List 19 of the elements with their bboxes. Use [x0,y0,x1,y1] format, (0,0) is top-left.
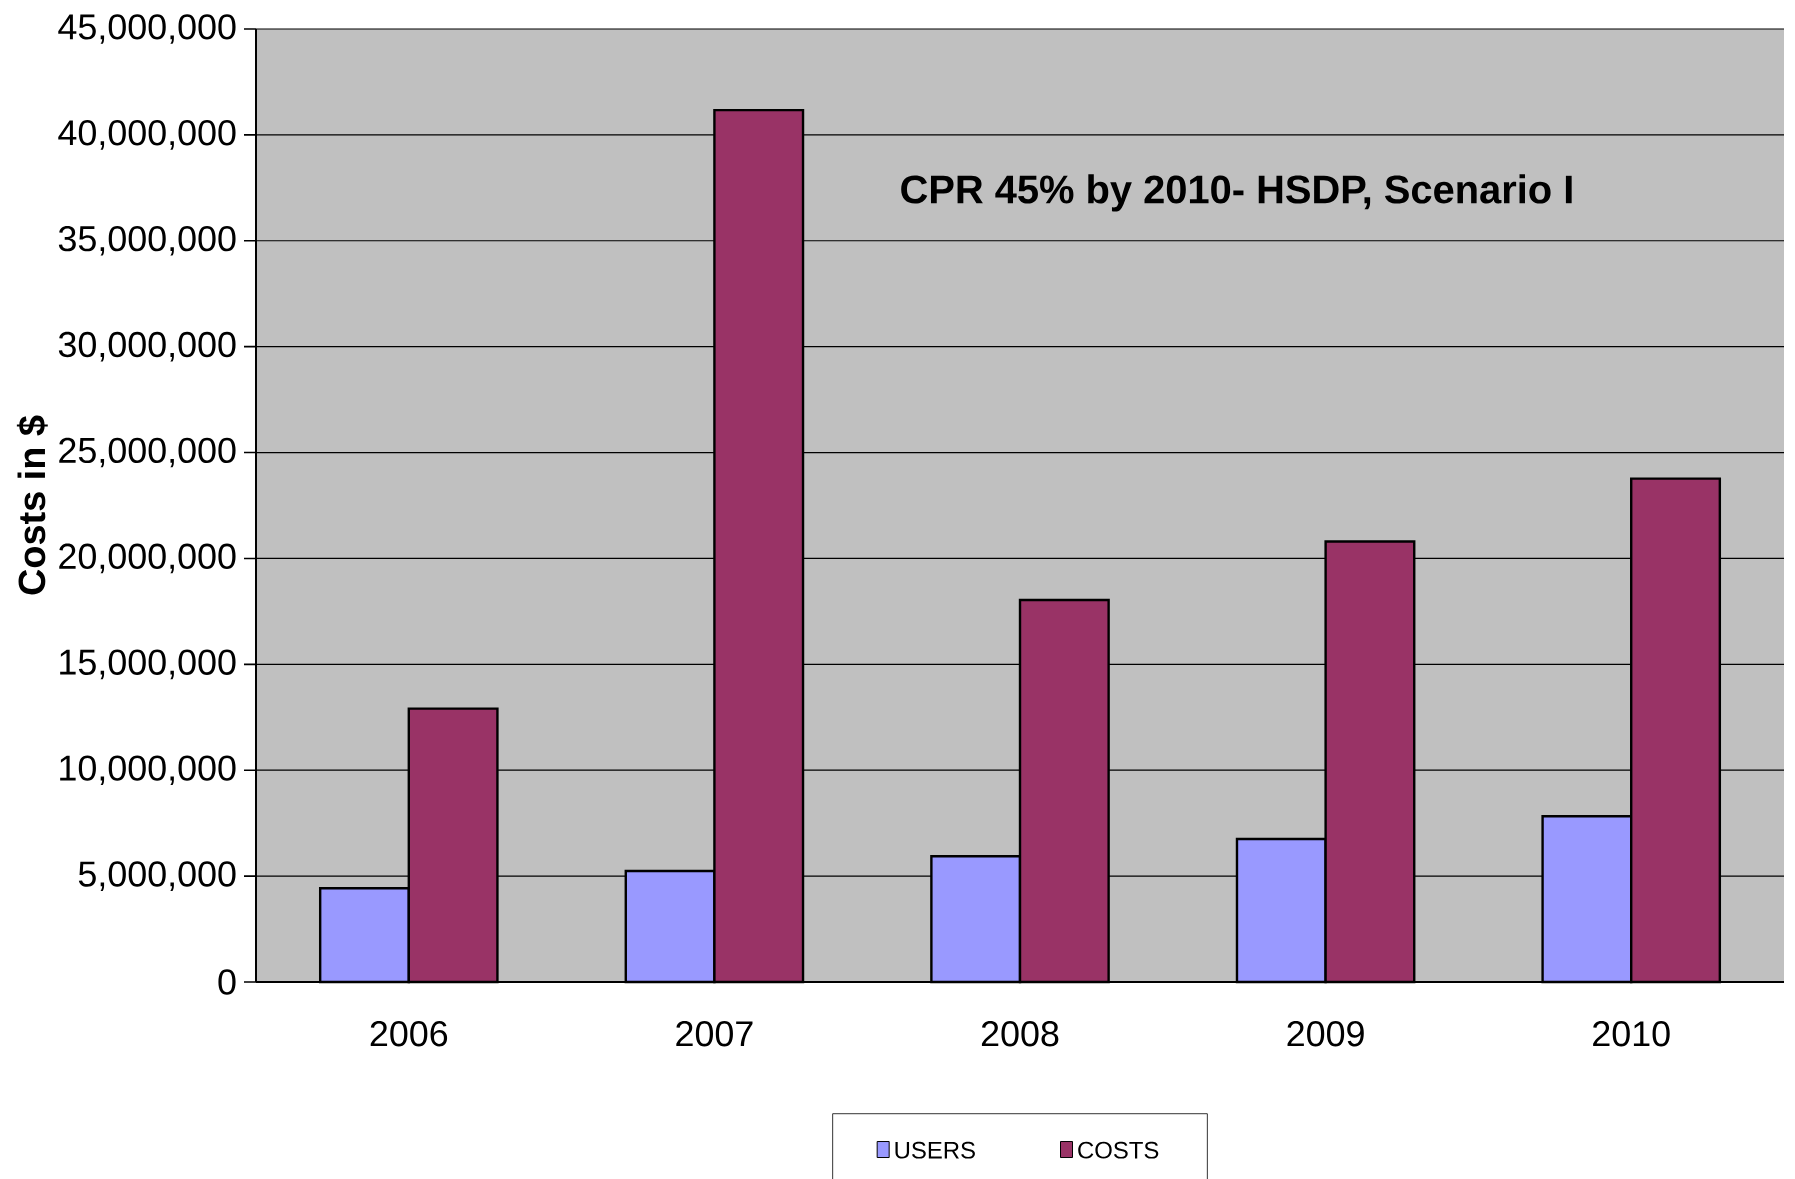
y-tick-label: 0 [218,969,236,995]
x-tick-label: 2009 [1287,1021,1364,1047]
x-tick-label: 2010 [1593,1021,1670,1047]
y-tick-label: 45,000,000 [58,14,236,44]
y-tick-label: 35,000,000 [58,225,236,256]
y-tick-label: 15,000,000 [60,649,236,680]
legend-label: COSTS [1078,1141,1159,1159]
x-tick-label: 2007 [676,1021,753,1047]
y-tick-label: 20,000,000 [59,543,236,574]
y-tick-label: 10,000,000 [60,755,236,786]
y-tick-label: 25,000,000 [59,437,236,468]
legend-label: USERS [895,1141,975,1159]
annotation: CPR 45% by 2010- HSDP, Scenario I [901,174,1572,212]
x-tick-label: 2006 [370,1021,448,1047]
x-tick-label: 2008 [981,1021,1059,1047]
y-axis-title: Costs in $ [16,415,48,595]
y-tick-label: 30,000,000 [58,331,236,362]
y-tick-label: 40,000,000 [58,120,236,150]
y-tick-label: 5,000,000 [78,861,236,891]
